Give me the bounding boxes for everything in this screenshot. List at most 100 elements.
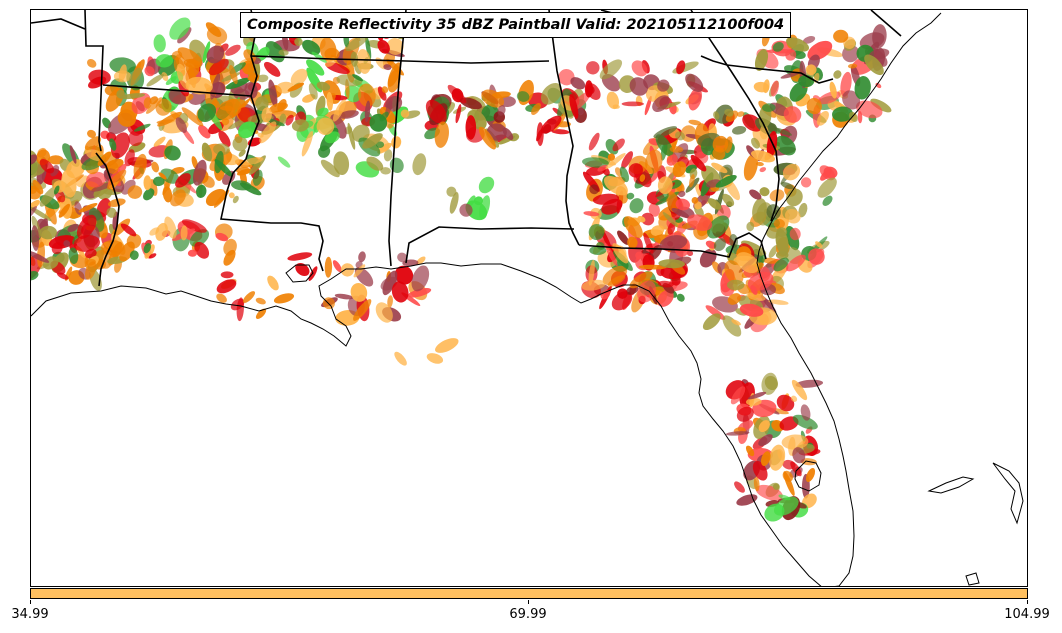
reflectivity-blob bbox=[601, 198, 623, 215]
reflectivity-blob bbox=[291, 119, 309, 132]
reflectivity-blob bbox=[629, 198, 644, 214]
reflectivity-blob bbox=[87, 129, 96, 138]
reflectivity-blob bbox=[356, 49, 372, 74]
reflectivity-blob bbox=[206, 45, 225, 64]
reflectivity-blob bbox=[267, 275, 279, 291]
state-line-tx-la bbox=[95, 152, 120, 287]
reflectivity-blob bbox=[726, 279, 745, 291]
reflectivity-blob bbox=[364, 100, 371, 123]
reflectivity-blob bbox=[674, 131, 686, 141]
reflectivity-blob bbox=[657, 176, 673, 195]
reflectivity-blob bbox=[377, 142, 392, 154]
reflectivity-blob bbox=[365, 35, 372, 60]
reflectivity-blob bbox=[617, 230, 630, 245]
reflectivity-blob bbox=[294, 37, 303, 46]
reflectivity-blob bbox=[739, 303, 764, 317]
reflectivity-blob bbox=[215, 232, 229, 242]
reflectivity-blob bbox=[764, 503, 785, 522]
reflectivity-blob bbox=[795, 379, 824, 388]
reflectivity-blob bbox=[762, 103, 776, 112]
reflectivity-blob bbox=[394, 265, 414, 285]
reflectivity-blob bbox=[197, 103, 217, 122]
colorbar-tick bbox=[1027, 600, 1028, 604]
reflectivity-blob bbox=[671, 207, 690, 219]
bahamas-abaco bbox=[992, 462, 1024, 525]
reflectivity-blob bbox=[753, 81, 770, 93]
reflectivity-blob bbox=[626, 192, 635, 200]
reflectivity-blob bbox=[126, 233, 142, 249]
reflectivity-blob bbox=[39, 186, 58, 207]
state-line-ga-sc bbox=[690, 10, 780, 222]
reflectivity-map bbox=[31, 10, 1024, 586]
reflectivity-blob bbox=[397, 252, 408, 263]
reflectivity-blob bbox=[377, 86, 387, 101]
reflectivity-blob bbox=[782, 459, 796, 470]
reflectivity-blob bbox=[153, 136, 166, 147]
reflectivity-blob bbox=[816, 111, 829, 126]
reflectivity-blob bbox=[516, 91, 530, 102]
reflectivity-blob bbox=[146, 73, 164, 87]
reflectivity-blob bbox=[192, 159, 207, 186]
reflectivity-blob bbox=[84, 136, 102, 151]
reflectivity-blob bbox=[257, 74, 269, 83]
reflectivity-blob bbox=[600, 289, 611, 300]
reflectivity-blob bbox=[375, 141, 385, 149]
map-panel bbox=[30, 9, 1028, 587]
reflectivity-blob bbox=[143, 175, 152, 191]
reflectivity-blob bbox=[169, 189, 186, 207]
reflectivity-blob bbox=[416, 256, 426, 265]
reflectivity-blob bbox=[347, 122, 356, 150]
reflectivity-blob bbox=[171, 50, 183, 61]
reflectivity-blob bbox=[241, 157, 264, 166]
reflectivity-blob bbox=[770, 80, 779, 97]
reflectivity-blob bbox=[724, 260, 744, 285]
reflectivity-blob bbox=[381, 86, 389, 93]
reflectivity-blob bbox=[783, 106, 802, 123]
reflectivity-blob bbox=[69, 145, 77, 164]
reflectivity-blob bbox=[582, 157, 609, 168]
reflectivity-blob bbox=[786, 188, 803, 207]
reflectivity-blob bbox=[181, 107, 204, 127]
reflectivity-blob bbox=[823, 166, 838, 179]
reflectivity-blob bbox=[712, 135, 729, 153]
reflectivity-blob bbox=[319, 37, 337, 62]
reflectivity-blob bbox=[607, 275, 626, 287]
reflectivity-blob bbox=[666, 191, 679, 213]
reflectivity-blob bbox=[377, 39, 390, 54]
reflectivity-blob bbox=[51, 242, 63, 255]
reflectivity-blob bbox=[133, 123, 151, 132]
reflectivity-blob bbox=[754, 49, 769, 71]
reflectivity-blob bbox=[85, 261, 97, 280]
reflectivity-blob bbox=[31, 215, 42, 238]
reflectivity-blob bbox=[285, 114, 294, 126]
reflectivity-blob bbox=[320, 159, 340, 178]
reflectivity-blob bbox=[383, 64, 392, 71]
reflectivity-blob bbox=[597, 164, 608, 172]
reflectivity-blob bbox=[352, 74, 364, 82]
colorbar-tick-label-min: 34.99 bbox=[11, 607, 49, 622]
reflectivity-blob bbox=[198, 124, 211, 139]
reflectivity-blob bbox=[743, 153, 758, 181]
reflectivity-blob bbox=[730, 386, 746, 405]
reflectivity-blob bbox=[358, 251, 366, 263]
reflectivity-blob bbox=[753, 476, 760, 492]
reflectivity-blob bbox=[605, 153, 626, 170]
reflectivity-blob bbox=[722, 193, 735, 207]
reflectivity-blob bbox=[194, 241, 210, 259]
reflectivity-blob bbox=[164, 145, 181, 161]
reflectivity-blob bbox=[848, 111, 858, 122]
reflectivity-blob bbox=[31, 225, 40, 251]
reflectivity-blob bbox=[759, 167, 767, 173]
reflectivity-blob bbox=[467, 195, 476, 207]
reflectivity-blob bbox=[435, 338, 459, 353]
reflectivity-blob bbox=[279, 113, 287, 125]
reflectivity-blob bbox=[447, 84, 467, 104]
reflectivity-blob bbox=[187, 249, 198, 257]
reflectivity-blob bbox=[63, 240, 71, 248]
reflectivity-blob bbox=[766, 49, 795, 54]
reflectivity-blob bbox=[185, 58, 200, 77]
reflectivity-blob bbox=[127, 185, 143, 199]
reflectivity-blob bbox=[758, 420, 770, 433]
reflectivity-blob bbox=[238, 121, 257, 139]
reflectivity-blob bbox=[287, 82, 305, 92]
